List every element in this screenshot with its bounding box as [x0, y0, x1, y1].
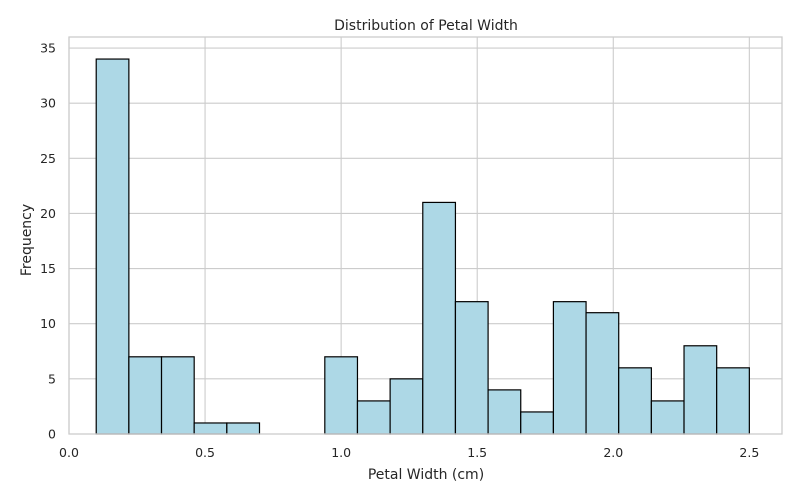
y-tick-label: 15 [40, 261, 56, 276]
histogram-bar [650, 400, 685, 435]
histogram-bar [389, 378, 424, 435]
histogram-bar [422, 201, 457, 435]
histogram-bar [585, 312, 620, 435]
y-tick-label: 35 [40, 41, 56, 56]
histogram-bar [716, 367, 750, 435]
x-tick-label: 2.0 [603, 445, 623, 460]
histogram-bar [618, 367, 652, 435]
y-tick-label: 0 [48, 427, 56, 442]
y-axis-label: Frequency [19, 204, 35, 276]
x-tick-label: 1.5 [467, 445, 487, 460]
histogram-bar [356, 400, 391, 435]
histogram-bar [454, 301, 489, 435]
x-tick-label: 0.5 [195, 445, 215, 460]
histogram-bar [324, 356, 359, 435]
plot-border [68, 36, 783, 435]
chart-title: Distribution of Petal Width [334, 18, 518, 34]
histogram-bar [193, 422, 228, 435]
x-axis-ticks: 0.0 0.5 1.0 1.5 2.0 2.5 [59, 445, 759, 460]
histogram-bar [683, 345, 718, 435]
y-tick-label: 10 [40, 316, 56, 331]
histogram-bar [160, 356, 195, 435]
y-tick-label: 5 [48, 371, 56, 386]
histogram-bars [95, 58, 750, 435]
x-axis-label: Petal Width (cm) [368, 467, 484, 483]
histogram-bar [487, 389, 522, 435]
histogram-bar [520, 411, 555, 435]
x-tick-label: 1.0 [331, 445, 351, 460]
y-axis-ticks: 0 5 10 15 20 25 30 35 [40, 41, 56, 442]
y-tick-label: 20 [40, 206, 56, 221]
x-tick-label: 2.5 [739, 445, 759, 460]
y-tick-label: 30 [40, 96, 56, 111]
x-tick-label: 0.0 [59, 445, 79, 460]
histogram-bar [552, 301, 587, 435]
histogram-bar [128, 356, 163, 435]
histogram-bar [226, 422, 261, 435]
grid-lines [68, 37, 782, 435]
plot-frame [68, 36, 783, 435]
histogram-bar [95, 58, 130, 435]
y-tick-label: 25 [40, 151, 56, 166]
